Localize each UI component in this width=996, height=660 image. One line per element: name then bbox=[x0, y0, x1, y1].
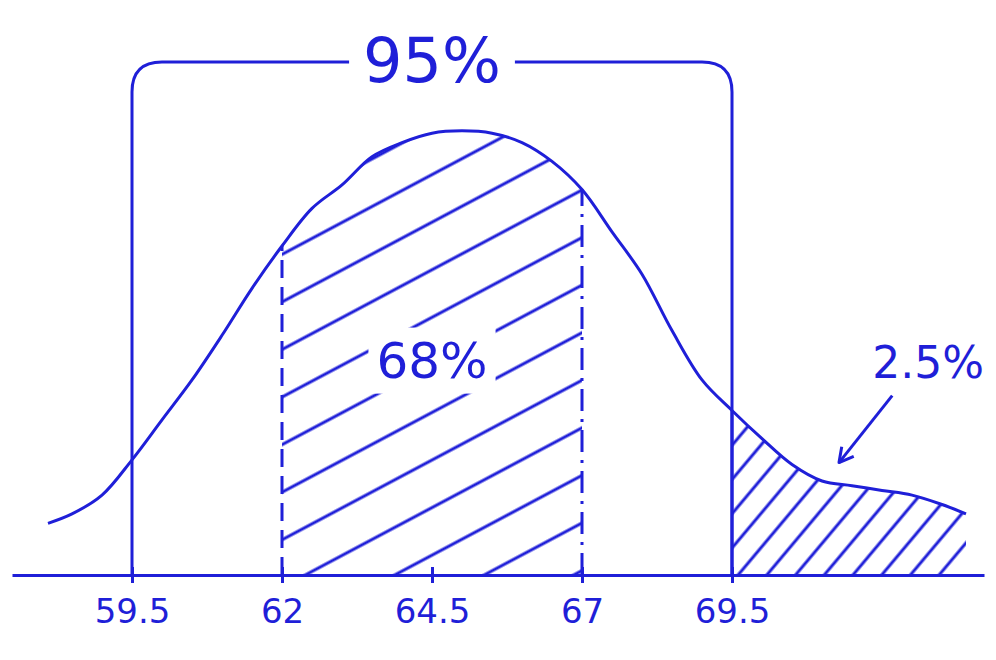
tick-mark bbox=[281, 567, 284, 583]
bracket-label: 95% bbox=[363, 24, 501, 97]
tick: 64.5 bbox=[395, 567, 471, 631]
region-label: 2.5% bbox=[872, 337, 984, 388]
region-annotation: 2.5% bbox=[839, 337, 984, 463]
tick: 59.5 bbox=[95, 567, 171, 631]
distribution-curve bbox=[48, 131, 966, 523]
tick-mark bbox=[431, 567, 434, 583]
shaded-region bbox=[282, 131, 582, 575]
tick-label: 69.5 bbox=[695, 591, 771, 631]
region-label: 68% bbox=[376, 332, 487, 390]
region-boundary bbox=[581, 190, 584, 575]
axis-line bbox=[13, 574, 985, 577]
tick: 62 bbox=[261, 567, 304, 631]
chart: 59.5 62 64.5 67 69.5 95% 68% 2.5% bbox=[0, 0, 996, 660]
x-axis: 59.5 62 64.5 67 69.5 bbox=[13, 567, 985, 631]
tick: 69.5 bbox=[695, 567, 771, 631]
region-boundary bbox=[281, 246, 284, 575]
tick-mark bbox=[581, 567, 584, 583]
bracket-line bbox=[515, 62, 732, 575]
tick-label: 64.5 bbox=[395, 591, 471, 631]
label-background bbox=[368, 328, 495, 394]
plot-area bbox=[48, 131, 966, 575]
tick-label: 59.5 bbox=[95, 591, 171, 631]
tick-label: 67 bbox=[561, 591, 604, 631]
tick-label: 62 bbox=[261, 591, 304, 631]
tick: 67 bbox=[561, 567, 604, 631]
arrow-head bbox=[839, 447, 854, 463]
region-annotation: 68% bbox=[368, 328, 495, 394]
bracket-line bbox=[132, 62, 349, 575]
bracket: 95% bbox=[132, 24, 732, 575]
arrow bbox=[839, 396, 892, 463]
